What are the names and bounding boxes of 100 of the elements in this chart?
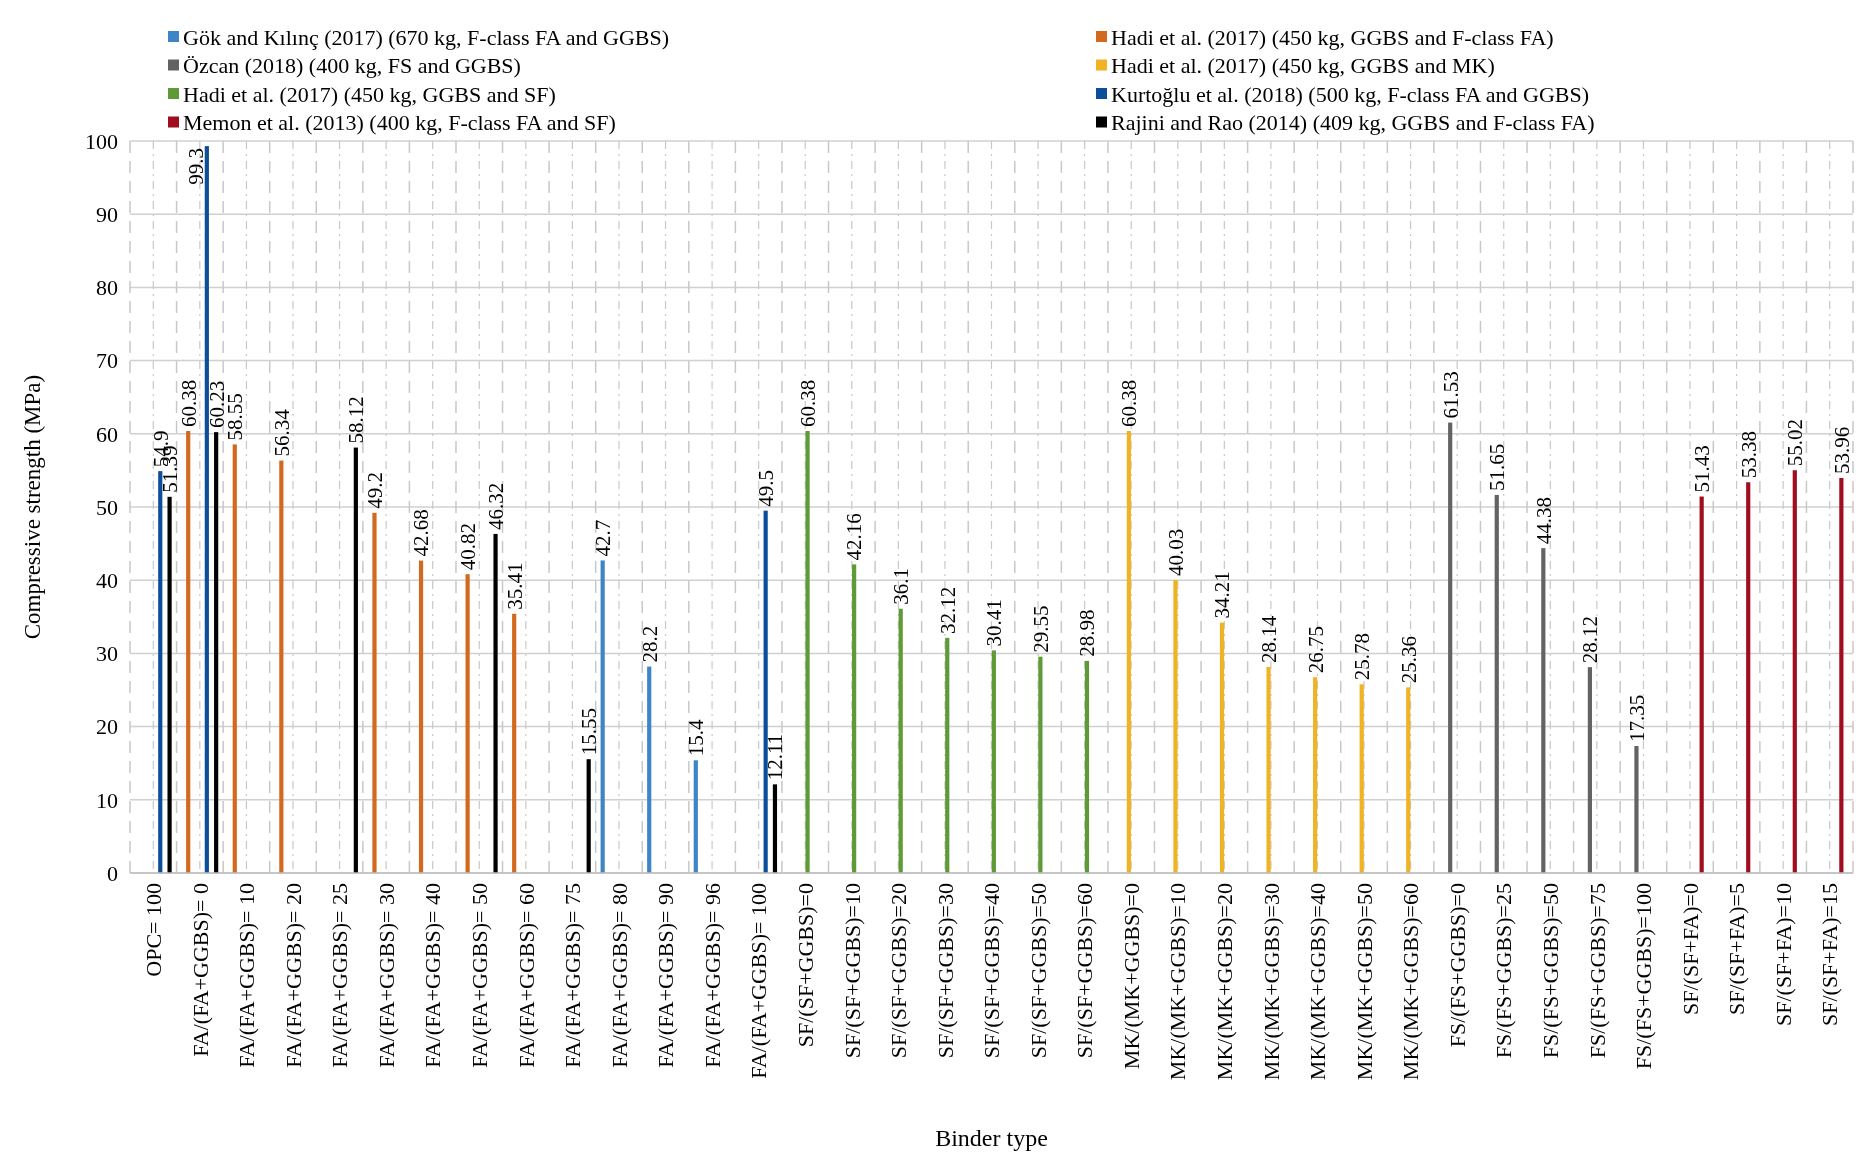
y-tick-label: 100 [85,128,118,154]
legend-label: Gök and Kılınç (2017) (670 kg, F-class FA and GGBS) [183,24,669,50]
bar [693,760,698,873]
bar [852,564,857,873]
x-tick-label: MK/(MK+GGBS)=10 [1165,883,1191,1081]
data-label: 25.36 [1396,636,1421,684]
x-tick-label: MK/(MK+GGBS)=50 [1351,883,1377,1081]
bar [772,784,778,873]
bar [1699,496,1704,873]
data-label: 17.35 [1624,694,1649,742]
data-label: 51.43 [1690,445,1715,493]
legend-label: Kurtoğlu et al. (2018) (500 kg, F-class FA and GGBS) [1111,81,1590,107]
data-label: 60.38 [795,379,820,428]
bar [1126,431,1131,873]
data-label: 44.38 [1531,496,1556,545]
data-label: 32.12 [935,586,960,634]
bar [1038,656,1043,873]
legend-label: Hadi et al. (2017) (450 kg, GGBS and MK) [1111,53,1495,79]
bar [945,637,950,873]
data-label: 25.78 [1350,633,1375,681]
x-tick-label: FS/(FS+GGBS)=25 [1491,883,1517,1059]
data-label: 28.12 [1578,615,1603,664]
bar [1792,470,1797,873]
bar [465,574,470,873]
x-tick-label: FA/(FA+GGBS)= 96 [699,883,725,1068]
data-label: 40.03 [1163,528,1188,576]
x-tick-label: MK/(MK+GGBS)=60 [1398,883,1424,1081]
bar [1084,660,1090,873]
x-tick-label: SF/(SF+GGBS)=10 [839,883,865,1059]
x-tick-label: SF/(SF+GGBS)=20 [886,883,912,1059]
data-label: 42.68 [409,509,434,557]
x-tick-label: FA/(FA+GGBS)= 20 [280,883,306,1068]
data-label: 15.4 [684,719,709,757]
bar [493,533,498,873]
data-label: 12.11 [763,733,788,781]
x-tick-label: MK/(MK+GGBS)=0 [1118,883,1144,1070]
data-label: 29.55 [1028,605,1053,653]
bar [1839,478,1844,873]
y-tick-label: 90 [96,201,118,227]
data-label: 28.98 [1075,609,1100,657]
bar [167,496,172,873]
bar [158,471,163,873]
data-label: 49.2 [362,472,387,509]
legend-label: Hadi et al. (2017) (450 kg, GGBS and F-class FA) [1111,24,1554,50]
bar [1746,482,1751,873]
bar [232,444,237,873]
x-tick-label: SF/(SF+GGBS)=0 [792,883,818,1048]
legend-label: Özcan (2018) (400 kg, FS and GGBS) [183,53,521,79]
data-label: 60.38 [176,379,201,428]
data-label: 34.21 [1210,571,1235,619]
x-tick-label: FS/(FS+GGBS)=0 [1444,883,1470,1048]
x-tick-label: SF/(SF+FA)=5 [1724,883,1750,1016]
legend-label: Hadi et al. (2017) (450 kg, GGBS and SF) [183,81,556,107]
x-tick-label: FS/(FS+GGBS)=50 [1538,883,1564,1059]
data-label: 58.12 [344,396,369,444]
y-tick-label: 30 [96,641,118,667]
bar [1359,684,1364,873]
bar [418,560,424,873]
y-tick-label: 20 [96,714,118,740]
data-label: 51.65 [1485,443,1510,491]
data-label: 61.53 [1438,371,1463,419]
bar [805,431,810,873]
x-tick-label: OPC= 100 [140,883,166,977]
bar [1313,677,1318,873]
x-tick-label: SF/(SF+GGBS)=40 [979,883,1005,1059]
bar [372,512,377,873]
bar [763,510,768,873]
x-tick-label: FS/(FS+GGBS)=75 [1584,883,1610,1059]
y-tick-label: 10 [96,787,118,813]
y-tick-label: 40 [96,567,118,593]
bar [214,432,219,873]
x-tick-label: FA/(FA+GGBS)= 75 [560,883,586,1068]
data-label: 28.14 [1256,615,1281,664]
x-tick-label: FA/(FA+GGBS)= 0 [187,883,213,1057]
y-tick-label: 60 [96,421,118,447]
data-label: 42.16 [842,513,867,561]
bar [1494,494,1499,873]
x-tick-label: MK/(MK+GGBS)=30 [1258,883,1284,1081]
bar [1406,687,1411,873]
data-label: 42.7 [591,519,616,557]
data-label: 40.82 [455,522,480,571]
bar [186,431,191,873]
bar [353,447,358,873]
y-tick-label: 80 [96,275,118,301]
data-label: 49.5 [754,469,778,507]
data-label: 26.75 [1303,625,1328,674]
legend-label: Rajini and Rao (2014) (409 kg, GGBS and F-class FA) [1111,110,1595,136]
x-axis-title: Binder type [935,1125,1048,1151]
x-tick-label: SF/(SF+GGBS)=30 [932,883,958,1059]
bar [279,460,284,873]
legend-label: Memon et al. (2013) (400 kg, F-class FA and SF) [183,110,616,136]
x-tick-label: FA/(FA+GGBS)= 60 [513,883,539,1068]
y-tick-label: 50 [96,494,118,520]
bar [586,759,591,873]
bar [991,650,996,873]
data-label: 28.2 [637,625,662,663]
data-label: 99.3 [184,148,209,185]
data-label: 60.38 [1117,379,1142,428]
x-tick-label: SF/(SF+GGBS)=60 [1072,883,1098,1059]
x-tick-label: FA/(FA+GGBS)= 30 [373,883,399,1068]
